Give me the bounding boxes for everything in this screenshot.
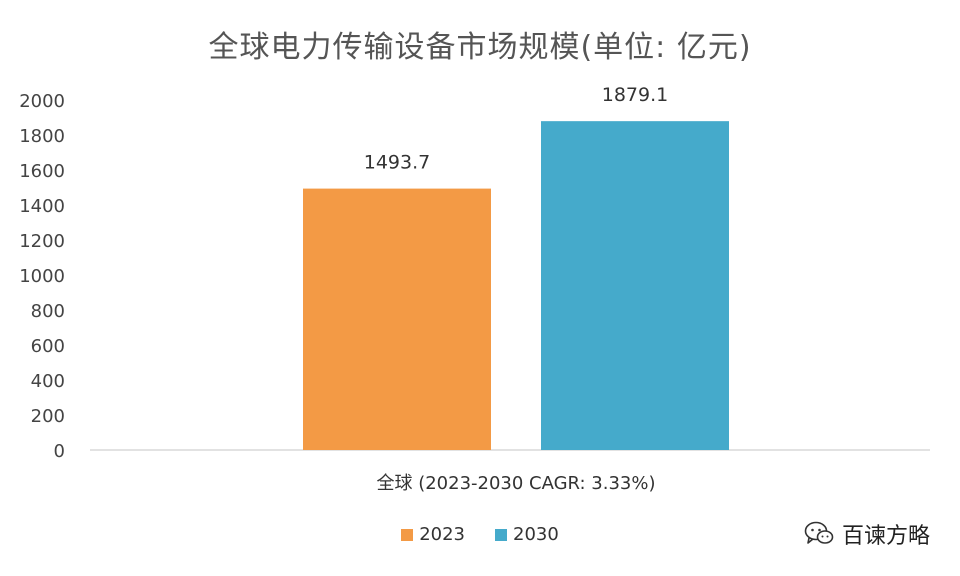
- wechat-icon: [804, 521, 834, 544]
- bar-2030: [541, 121, 729, 450]
- chart-title: 全球电力传输设备市场规模(单位: 亿元): [208, 30, 752, 65]
- x-category-label: 全球 (2023-2030 CAGR: 3.33%): [376, 473, 655, 494]
- bar-2023: [303, 188, 491, 451]
- y-tick-label: 600: [31, 336, 65, 357]
- y-tick-label: 400: [31, 371, 65, 392]
- legend-label: 2023: [419, 524, 465, 545]
- watermark-text: 百谏方略: [841, 524, 930, 549]
- watermark: 百谏方略: [804, 518, 930, 550]
- y-tick-label: 1600: [19, 161, 65, 182]
- legend: 2023 2030: [0, 524, 960, 545]
- y-tick-label: 1200: [19, 231, 65, 252]
- y-tick-label: 200: [31, 406, 65, 427]
- legend-swatch: [401, 528, 414, 541]
- data-label: 1493.7: [364, 152, 430, 174]
- legend-swatch: [495, 528, 507, 541]
- data-label: 1879.1: [602, 84, 668, 106]
- legend-label: 2030: [513, 524, 559, 545]
- y-tick-label: 800: [31, 301, 65, 322]
- legend-item: 2023: [401, 524, 465, 545]
- legend-item: 2030: [495, 524, 559, 545]
- y-tick-label: 1400: [19, 196, 65, 217]
- y-tick-label: 1800: [19, 126, 65, 147]
- y-tick-label: 0: [54, 441, 65, 462]
- y-tick-label: 2000: [19, 91, 65, 112]
- y-tick-label: 1000: [19, 266, 65, 287]
